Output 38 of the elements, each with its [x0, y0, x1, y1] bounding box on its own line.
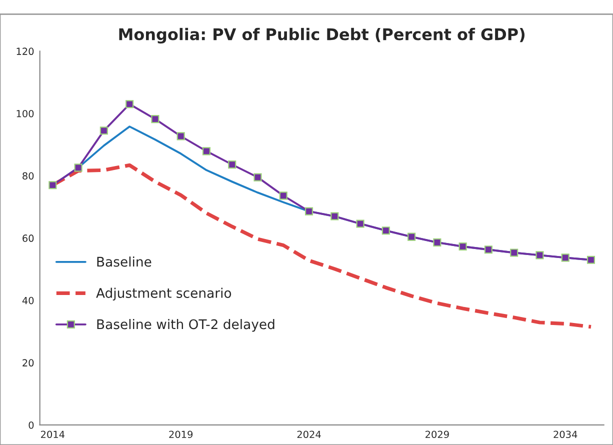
point — [458, 242, 467, 251]
point — [536, 251, 544, 260]
legend-label: Baseline with OT-2 delayed — [97, 319, 274, 332]
point — [304, 207, 314, 216]
y-tick-label: 100 — [16, 110, 34, 118]
point — [74, 164, 82, 172]
point — [176, 132, 185, 140]
legend-label: Adjustment scenario — [96, 288, 232, 301]
point — [484, 246, 492, 254]
point — [228, 160, 236, 169]
point — [126, 100, 134, 108]
point — [586, 256, 596, 264]
y-tick-label: 80 — [22, 172, 34, 180]
y-tick-label: 40 — [22, 296, 34, 304]
point — [433, 238, 442, 246]
point — [561, 254, 570, 262]
x-tick-label: 2034 — [554, 430, 578, 438]
point — [48, 181, 57, 190]
point — [151, 115, 160, 124]
x-tick-label: 2029 — [426, 430, 449, 438]
x-tick-label: 2019 — [169, 430, 193, 438]
point — [279, 192, 288, 200]
y-tick-label: 120 — [16, 48, 34, 56]
chart-title: Mongolia: PV of Public Debt (Percent of GDP) — [119, 28, 524, 44]
x-tick-label: 2024 — [297, 430, 321, 438]
legend-label: Baseline — [97, 256, 152, 267]
point — [330, 212, 339, 220]
point — [100, 126, 108, 135]
y-tick-label: 60 — [22, 234, 34, 242]
y-tick-label: 0 — [28, 421, 34, 429]
point — [356, 220, 364, 228]
point — [254, 173, 262, 182]
point — [510, 248, 518, 257]
x-tick-label: 2014 — [41, 430, 64, 438]
point — [202, 147, 210, 156]
y-tick-label: 20 — [22, 359, 34, 367]
point — [408, 232, 416, 241]
point — [382, 226, 390, 235]
